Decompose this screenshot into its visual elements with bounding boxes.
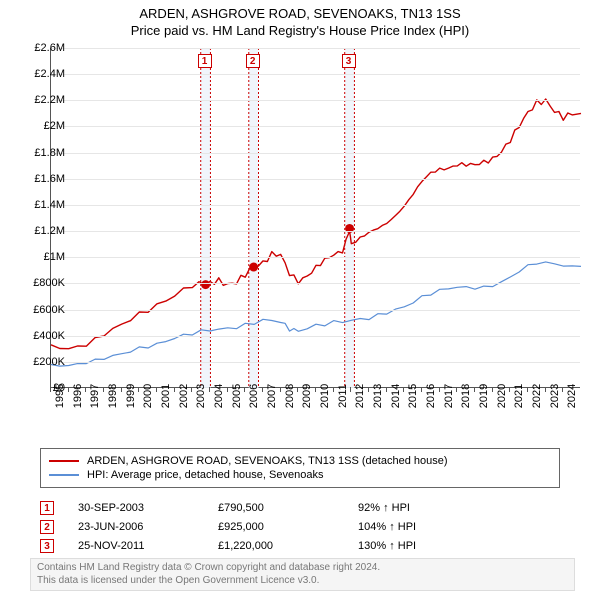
- sale-hpi-pct: 104% ↑ HPI: [358, 521, 498, 533]
- x-tick-label: 1996: [72, 384, 84, 408]
- legend-swatch: [49, 474, 79, 476]
- sale-marker-2: 2: [246, 54, 260, 68]
- y-tick-label: £1.6M: [34, 173, 65, 185]
- sale-number-box: 2: [40, 520, 54, 534]
- x-tick-label: 2018: [460, 384, 472, 408]
- sale-date: 30-SEP-2003: [78, 502, 218, 514]
- sale-row: 1 30-SEP-2003£790,50092% ↑ HPI: [40, 501, 560, 515]
- y-tick-label: £1M: [44, 251, 65, 263]
- sale-marker-3: 3: [342, 54, 356, 68]
- legend-row: HPI: Average price, detached house, Seve…: [49, 469, 551, 481]
- x-tick-label: 2015: [407, 384, 419, 408]
- sale-price: £1,220,000: [218, 540, 358, 552]
- sale-row: 3 25-NOV-2011£1,220,000130% ↑ HPI: [40, 539, 560, 553]
- x-tick-label: 2002: [178, 384, 190, 408]
- sale-date: 23-JUN-2006: [78, 521, 218, 533]
- x-tick-label: 2000: [142, 384, 154, 408]
- x-tick-label: 1997: [89, 384, 101, 408]
- legend-row: ARDEN, ASHGROVE ROAD, SEVENOAKS, TN13 1S…: [49, 455, 551, 467]
- legend: ARDEN, ASHGROVE ROAD, SEVENOAKS, TN13 1S…: [40, 448, 560, 488]
- x-tick-label: 2012: [354, 384, 366, 408]
- y-tick-label: £2M: [44, 120, 65, 132]
- x-tick-label: 2011: [337, 384, 349, 408]
- sales-table: 1 30-SEP-2003£790,50092% ↑ HPI 2 23-JUN-200…: [40, 496, 560, 558]
- x-tick-label: 2022: [531, 384, 543, 408]
- sale-price: £925,000: [218, 521, 358, 533]
- chart-container: ARDEN, ASHGROVE ROAD, SEVENOAKS, TN13 1S…: [0, 0, 600, 590]
- footer-line: This data is licensed under the Open Gov…: [37, 575, 568, 588]
- title-block: ARDEN, ASHGROVE ROAD, SEVENOAKS, TN13 1S…: [0, 0, 600, 38]
- footer-line: Contains HM Land Registry data © Crown c…: [37, 562, 568, 575]
- x-tick-label: 2014: [390, 384, 402, 408]
- legend-swatch: [49, 460, 79, 462]
- y-tick-label: £800K: [33, 277, 65, 289]
- legend-label: HPI: Average price, detached house, Seve…: [87, 469, 323, 481]
- x-tick-label: 2003: [195, 384, 207, 408]
- x-tick-label: 1998: [107, 384, 119, 408]
- x-tick-label: 2023: [549, 384, 561, 408]
- attribution-footer: Contains HM Land Registry data © Crown c…: [30, 558, 575, 591]
- x-tick-label: 2017: [443, 384, 455, 408]
- x-tick-label: 2005: [231, 384, 243, 408]
- y-tick-label: £400K: [33, 330, 65, 342]
- x-axis-labels: 1995199619971998199920002001200220032004…: [50, 392, 580, 452]
- x-tick-label: 2016: [425, 384, 437, 408]
- x-tick-label: 2024: [566, 384, 578, 408]
- legend-label: ARDEN, ASHGROVE ROAD, SEVENOAKS, TN13 1S…: [87, 455, 448, 467]
- x-tick-label: 2008: [284, 384, 296, 408]
- x-tick-label: 2006: [248, 384, 260, 408]
- y-tick-label: £600K: [33, 304, 65, 316]
- x-tick-label: 2009: [301, 384, 313, 408]
- sale-hpi-pct: 130% ↑ HPI: [358, 540, 498, 552]
- sale-date: 25-NOV-2011: [78, 540, 218, 552]
- sale-number-box: 3: [40, 539, 54, 553]
- x-tick-label: 1999: [125, 384, 137, 408]
- plot-svg: [51, 48, 581, 388]
- y-tick-label: £2.6M: [34, 42, 65, 54]
- x-tick-label: 2001: [160, 384, 172, 408]
- x-tick-label: 2004: [213, 384, 225, 408]
- plot-area: [50, 48, 580, 388]
- chart-subtitle: Price paid vs. HM Land Registry's House …: [0, 23, 600, 38]
- sale-price: £790,500: [218, 502, 358, 514]
- x-tick-label: 2013: [372, 384, 384, 408]
- x-tick-label: 2020: [496, 384, 508, 408]
- chart-title: ARDEN, ASHGROVE ROAD, SEVENOAKS, TN13 1S…: [0, 6, 600, 21]
- sale-number-box: 1: [40, 501, 54, 515]
- x-tick-label: 2019: [478, 384, 490, 408]
- y-tick-label: £2.4M: [34, 68, 65, 80]
- x-tick-label: 2010: [319, 384, 331, 408]
- y-tick-label: £0: [53, 382, 65, 394]
- y-tick-label: £1.2M: [34, 225, 65, 237]
- y-tick-label: £1.8M: [34, 147, 65, 159]
- y-tick-label: £200K: [33, 356, 65, 368]
- y-tick-label: £2.2M: [34, 94, 65, 106]
- sale-hpi-pct: 92% ↑ HPI: [358, 502, 498, 514]
- x-tick-label: 2021: [513, 384, 525, 408]
- sale-marker-1: 1: [198, 54, 212, 68]
- x-tick-label: 2007: [266, 384, 278, 408]
- y-tick-label: £1.4M: [34, 199, 65, 211]
- sale-row: 2 23-JUN-2006£925,000104% ↑ HPI: [40, 520, 560, 534]
